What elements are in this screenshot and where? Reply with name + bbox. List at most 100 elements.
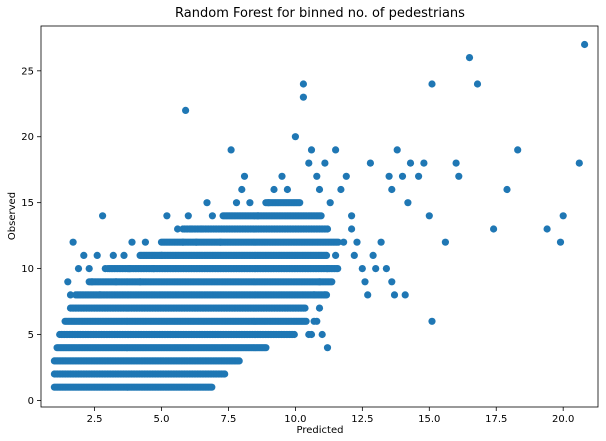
data-point <box>66 291 75 299</box>
data-point <box>141 238 149 246</box>
data-point <box>361 278 369 286</box>
data-point <box>465 54 474 62</box>
data-point <box>322 251 331 259</box>
data-point <box>318 330 326 339</box>
data-point <box>299 93 307 101</box>
data-point <box>313 172 321 180</box>
data-point <box>455 172 463 180</box>
data-point <box>342 172 350 180</box>
data-point <box>406 159 415 167</box>
data-point <box>305 159 313 167</box>
data-point <box>575 159 583 167</box>
data-point <box>328 278 336 286</box>
x-tick-label: 2.5 <box>87 414 103 425</box>
data-point <box>315 278 324 286</box>
data-point <box>310 291 318 299</box>
data-point <box>208 212 216 220</box>
data-point <box>64 278 72 286</box>
data-point <box>96 291 104 299</box>
data-point <box>283 185 291 194</box>
data-point <box>74 265 83 273</box>
data-point <box>334 265 342 273</box>
y-tick-label: 5 <box>28 330 34 341</box>
y-tick-label: 15 <box>21 198 34 209</box>
data-point <box>157 251 166 259</box>
data-point <box>112 278 120 286</box>
data-point <box>332 146 340 154</box>
data-point <box>323 225 332 233</box>
data-point <box>388 185 396 194</box>
data-point <box>401 291 409 299</box>
data-point <box>299 80 307 88</box>
data-point <box>490 225 498 233</box>
data-point <box>581 40 589 49</box>
data-point <box>203 199 211 207</box>
x-tick-label: 7.5 <box>220 414 236 425</box>
data-point <box>88 278 96 286</box>
data-point <box>369 251 377 259</box>
data-point <box>192 238 200 246</box>
data-point <box>321 291 329 299</box>
x-tick-label: 12.5 <box>351 414 373 425</box>
data-point <box>227 146 235 154</box>
data-point <box>69 238 77 246</box>
y-tick-label: 20 <box>21 132 34 143</box>
data-point <box>80 251 88 259</box>
data-point <box>323 265 332 273</box>
data-point <box>420 159 428 167</box>
data-point <box>246 199 254 207</box>
data-point <box>348 225 356 233</box>
data-point <box>556 238 565 246</box>
data-point <box>238 185 246 194</box>
data-point <box>149 265 158 273</box>
data-point <box>382 265 390 273</box>
data-point <box>317 212 325 220</box>
data-point <box>350 251 358 259</box>
data-point <box>296 199 304 207</box>
data-point <box>353 238 361 246</box>
data-point <box>473 80 482 88</box>
data-point <box>187 225 195 233</box>
x-tick-label: 10.0 <box>284 414 306 425</box>
x-tick-label: 15.0 <box>418 414 440 425</box>
data-point <box>302 317 310 325</box>
x-tick-label: 17.5 <box>485 414 507 425</box>
data-point <box>290 330 298 339</box>
data-point <box>136 278 144 286</box>
data-point <box>372 265 380 273</box>
data-point <box>291 133 299 141</box>
data-point <box>262 344 270 352</box>
data-point <box>125 265 133 273</box>
data-point <box>404 199 412 207</box>
y-axis-label: Observed <box>7 192 18 240</box>
data-point <box>265 199 273 207</box>
data-point <box>109 251 117 259</box>
data-point <box>208 383 216 391</box>
data-point <box>425 212 433 220</box>
data-point <box>326 199 334 207</box>
data-point <box>163 212 171 220</box>
x-axis-ticks: 2.5 5.0 7.5 10.0 12.5 15.0 17.5 20.0 <box>87 407 574 425</box>
data-point <box>514 146 522 154</box>
data-point <box>179 238 187 246</box>
data-point <box>428 317 436 325</box>
data-point <box>128 238 136 246</box>
data-point <box>99 212 107 220</box>
data-point <box>559 212 567 220</box>
data-point <box>216 238 224 246</box>
data-point <box>503 185 511 194</box>
data-point <box>358 265 366 273</box>
data-point <box>184 212 192 220</box>
x-axis-label: Predicted <box>297 425 344 436</box>
y-axis-ticks: 0 5 10 15 20 25 <box>21 66 41 407</box>
data-point <box>254 212 262 220</box>
data-point <box>385 172 393 180</box>
data-point <box>340 238 348 246</box>
data-point <box>398 172 407 180</box>
data-point <box>182 106 190 114</box>
data-point <box>221 370 229 378</box>
data-point <box>415 172 423 180</box>
data-point <box>240 172 249 180</box>
